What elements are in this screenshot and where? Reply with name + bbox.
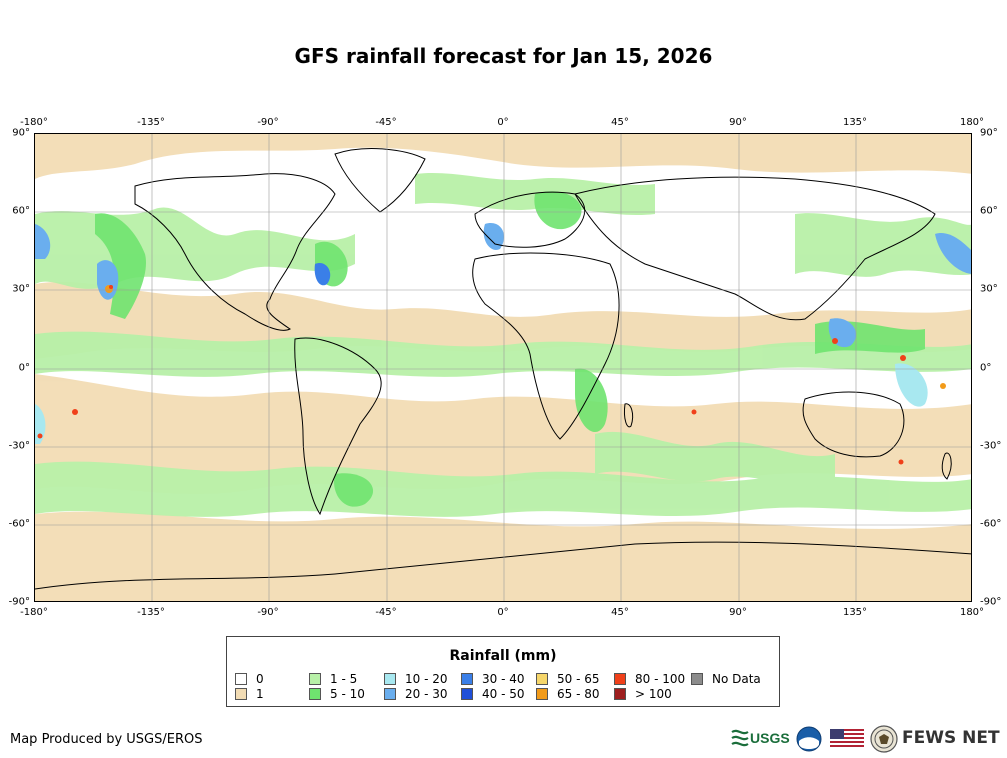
lat-tick-left: 30° [12, 283, 30, 295]
lat-tick-right: -60° [980, 518, 1002, 530]
legend-item: 40 - 50 [461, 687, 525, 701]
lon-tick-bottom: -180° [20, 607, 48, 618]
legend-label: No Data [712, 672, 761, 686]
legend-label: 1 [256, 687, 264, 701]
map-title: GFS rainfall forecast for Jan 15, 2026 [294, 44, 713, 68]
lon-tick-bottom: 45° [611, 607, 629, 618]
lon-tick-top: -90° [257, 117, 279, 128]
lon-tick-bottom: 90° [729, 607, 747, 618]
legend-swatch [536, 673, 548, 685]
lat-tick-left: 60° [12, 205, 30, 217]
legend-swatch [235, 688, 247, 700]
legend-swatch [614, 673, 626, 685]
legend-item: 10 - 20 [384, 672, 448, 686]
legend-swatch [384, 688, 396, 700]
lat-tick-left: -60° [8, 518, 30, 530]
legend-label: 5 - 10 [330, 687, 365, 701]
legend-label: 1 - 5 [330, 672, 358, 686]
lon-tick-bottom: -45° [375, 607, 397, 618]
legend-swatch [384, 673, 396, 685]
legend-label: 50 - 65 [557, 672, 600, 686]
legend-swatch [536, 688, 548, 700]
gridlines [35, 134, 971, 601]
legend-swatch [309, 688, 321, 700]
lon-tick-top: 0° [497, 117, 509, 128]
legend-item: 50 - 65 [536, 672, 600, 686]
lon-tick-top: -180° [20, 117, 48, 128]
legend-label: 40 - 50 [482, 687, 525, 701]
legend-item: > 100 [614, 687, 672, 701]
lat-tick-right: 0° [980, 362, 992, 374]
legend-item: 0 [235, 672, 264, 686]
legend-swatch [235, 673, 247, 685]
rainfall-blue-layer [35, 223, 971, 444]
lat-tick-left: 0° [18, 362, 30, 374]
lon-tick-bottom: 0° [497, 607, 509, 618]
legend-item: 80 - 100 [614, 672, 685, 686]
lat-tick-left: -90° [8, 596, 30, 608]
lat-tick-left: -30° [8, 440, 30, 452]
legend-swatch [614, 688, 626, 700]
lat-tick-right: 60° [980, 205, 998, 217]
legend-item: 1 - 5 [309, 672, 357, 686]
legend-label: 20 - 30 [405, 687, 448, 701]
noaa-logo-icon [796, 726, 822, 752]
lon-tick-bottom: 135° [842, 607, 868, 618]
lat-tick-left: 90° [12, 127, 30, 139]
lon-tick-top: 45° [611, 117, 629, 128]
legend-swatch [691, 673, 703, 685]
legend-title: Rainfall (mm) [449, 648, 557, 664]
legend: Rainfall (mm) 0 1 1 - 5 5 - 10 10 - 20 2… [226, 636, 780, 707]
lat-tick-right: -90° [980, 596, 1002, 608]
lon-tick-top: 135° [842, 117, 868, 128]
legend-item: No Data [691, 672, 761, 686]
legend-label: 0 [256, 672, 264, 686]
legend-item: 1 [235, 687, 264, 701]
lon-tick-top: 90° [729, 117, 747, 128]
lon-tick-bottom: -90° [257, 607, 279, 618]
legend-swatch [309, 673, 321, 685]
usgs-wordmark: USGS [750, 730, 790, 746]
map-canvas [35, 134, 971, 601]
partner-logos: USGS FEWS NET [730, 724, 1000, 754]
legend-item: 20 - 30 [384, 687, 448, 701]
legend-item: 30 - 40 [461, 672, 525, 686]
state-dept-seal-icon [870, 725, 898, 753]
legend-item: 65 - 80 [536, 687, 600, 701]
legend-label: 30 - 40 [482, 672, 525, 686]
lon-tick-bottom: 180° [959, 607, 985, 618]
us-flag-icon [830, 729, 864, 749]
lat-tick-right: 90° [980, 127, 998, 139]
legend-label: 65 - 80 [557, 687, 600, 701]
lat-tick-right: -30° [980, 440, 1002, 452]
map-credit: Map Produced by USGS/EROS [10, 732, 203, 747]
lon-tick-top: -45° [375, 117, 397, 128]
lon-tick-top: -135° [137, 117, 165, 128]
legend-label: 10 - 20 [405, 672, 448, 686]
fews-net-wordmark: FEWS NET [902, 728, 1000, 748]
coastlines [35, 148, 971, 590]
legend-label: > 100 [635, 687, 672, 701]
lon-tick-top: 180° [959, 117, 985, 128]
rainfall-map [34, 133, 972, 602]
legend-item: 5 - 10 [309, 687, 365, 701]
rainfall-hotspots [37, 285, 946, 465]
legend-swatch [461, 688, 473, 700]
usgs-logo-icon: USGS [731, 729, 790, 747]
lon-tick-bottom: -135° [137, 607, 165, 618]
legend-label: 80 - 100 [635, 672, 686, 686]
lat-tick-right: 30° [980, 283, 998, 295]
legend-swatch [461, 673, 473, 685]
